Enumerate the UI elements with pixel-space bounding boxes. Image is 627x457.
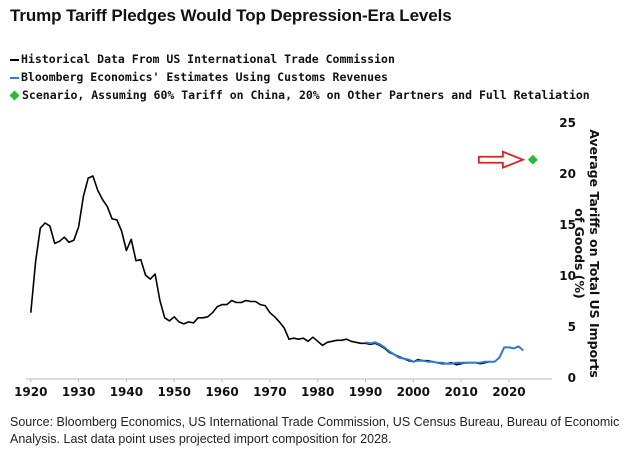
x-tick-label: 1940 xyxy=(110,385,143,399)
x-tick-label: 1930 xyxy=(62,385,95,399)
x-tick-label: 2010 xyxy=(444,385,477,399)
x-tick-label: 1960 xyxy=(205,385,238,399)
y-tick-label: 15 xyxy=(559,218,576,232)
y-tick-label: 20 xyxy=(559,167,576,181)
x-tick-label: 2020 xyxy=(492,385,525,399)
legend-label-bloomberg: Bloomberg Economics' Estimates Using Cus… xyxy=(21,70,388,84)
legend-item-bloomberg: Bloomberg Economics' Estimates Using Cus… xyxy=(10,70,388,84)
legend-swatch-bloomberg xyxy=(10,76,19,79)
x-tick-label: 1920 xyxy=(14,385,47,399)
y-tick-label: 25 xyxy=(559,116,576,130)
x-tick-label: 2000 xyxy=(397,385,430,399)
y-tick-label: 0 xyxy=(568,371,576,385)
legend-item-historical: Historical Data From US International Tr… xyxy=(10,52,395,66)
legend-item-scenario: Scenario, Assuming 60% Tariff on China, … xyxy=(9,88,590,102)
x-tick-label: 1980 xyxy=(301,385,334,399)
annotation-arrow xyxy=(477,150,526,170)
series-bloomberg-line xyxy=(365,341,524,365)
y-tick-label: 5 xyxy=(568,320,576,334)
x-tick-label: 1970 xyxy=(253,385,286,399)
y-axis-label: Average Tariffs on Total US Importsof Go… xyxy=(572,129,602,378)
x-tick-label: 1990 xyxy=(349,385,382,399)
legend-label-historical: Historical Data From US International Tr… xyxy=(21,52,395,66)
chart-title: Trump Tariff Pledges Would Top Depressio… xyxy=(10,6,452,25)
series-historical-line xyxy=(30,175,490,366)
x-tick-label: 1950 xyxy=(158,385,191,399)
y-tick-label: 10 xyxy=(559,269,576,283)
legend-label-scenario: Scenario, Assuming 60% Tariff on China, … xyxy=(22,88,590,102)
scenario-point xyxy=(527,154,538,165)
legend-swatch-historical xyxy=(10,58,19,61)
source-note: Source: Bloomberg Economics, US Internat… xyxy=(10,415,620,446)
